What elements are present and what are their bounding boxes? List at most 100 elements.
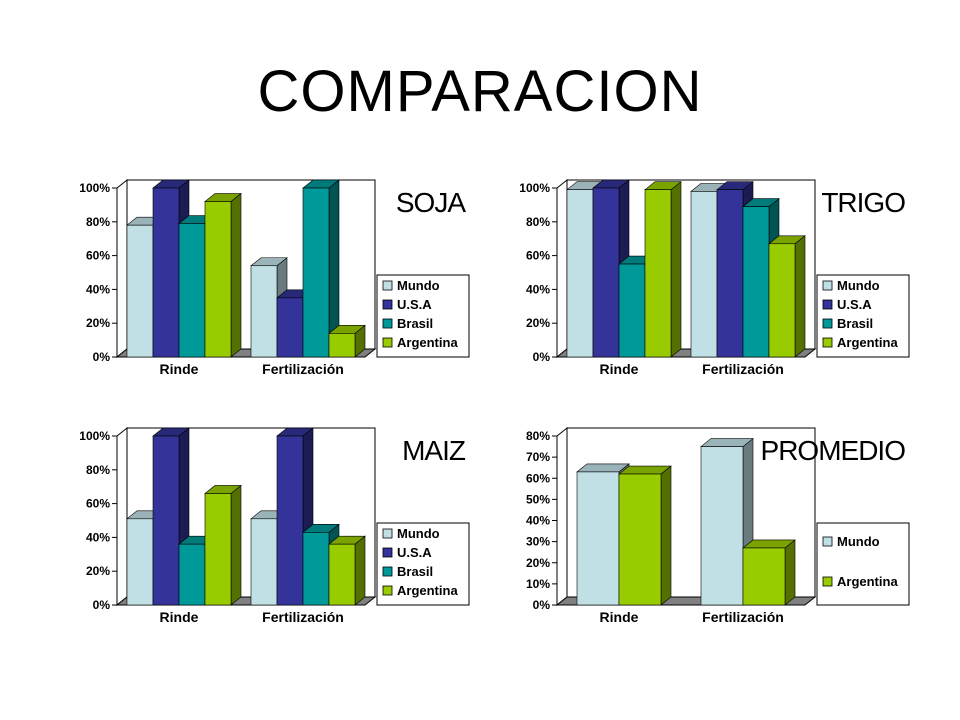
bar-front (178, 543, 206, 606)
y-tick-label: 70% (526, 450, 550, 464)
side-wall (116, 426, 128, 607)
bar-argentina-fertilizacion (742, 539, 796, 606)
y-tick-label: 80% (86, 463, 110, 477)
side-wall (556, 426, 568, 607)
y-tick-label: 80% (526, 215, 550, 229)
bar-front (250, 265, 278, 358)
y-tick-label: 60% (86, 497, 110, 511)
bar-front (716, 189, 744, 358)
legend-label-brasil: Brasil (397, 316, 433, 331)
legend-swatch-brasil (382, 566, 393, 577)
bar-argentina-rinde (204, 192, 242, 358)
side-wall (116, 178, 128, 359)
bar-side (660, 465, 672, 606)
y-tick-label: 60% (526, 249, 550, 263)
legend-swatch-mundo (822, 536, 833, 547)
bar-front (204, 493, 232, 606)
legend-swatch-argentina (822, 337, 833, 348)
y-tick-label: 40% (86, 282, 110, 296)
category-label-rinde: Rinde (160, 361, 199, 377)
bar-front (576, 471, 620, 606)
bar-side (670, 181, 682, 358)
bar-front (618, 263, 646, 358)
legend-label-brasil: Brasil (837, 316, 873, 331)
bar-front (690, 191, 718, 358)
bar-argentina-rinde (204, 484, 242, 606)
chart-title-trigo: TRIGO (821, 187, 905, 218)
bar-front (618, 473, 662, 606)
y-tick-label: 0% (533, 350, 551, 364)
category-label-rinde: Rinde (600, 361, 639, 377)
legend-label-brasil: Brasil (397, 564, 433, 579)
y-tick-label: 40% (526, 514, 550, 528)
y-tick-label: 40% (86, 530, 110, 544)
chart-maiz: 0% 20% 40% 60% 80% 100% Rinde Fertilización MAIZ… (55, 418, 475, 628)
bar-argentina-fertilizacion (768, 235, 806, 358)
legend-swatch-mundo (822, 280, 833, 291)
y-tick-label: 20% (526, 556, 550, 570)
y-tick-label: 80% (86, 215, 110, 229)
bar-front (250, 518, 278, 606)
bar-front (592, 187, 620, 358)
side-wall (556, 178, 568, 359)
slide-title: COMPARACION (257, 59, 703, 124)
y-tick-label: 30% (526, 535, 550, 549)
y-tick-label: 10% (526, 577, 550, 591)
legend-swatch-argentina (382, 585, 393, 596)
bar-front (768, 243, 796, 358)
legend-label-u-s-a: U.S.A (397, 545, 432, 560)
legend-label-argentina: Argentina (837, 574, 898, 589)
y-tick-label: 100% (519, 181, 550, 195)
y-tick-label: 0% (93, 350, 111, 364)
legend-label-mundo: Mundo (837, 534, 880, 549)
bar-front (152, 435, 180, 606)
bar-argentina-rinde (644, 181, 682, 358)
chart-title-maiz: MAIZ (402, 435, 466, 466)
chart-soja: 0% 20% 40% 60% 80% 100% Rinde Fertilización SOJA… (55, 170, 475, 380)
bar-side (794, 235, 806, 358)
bar-front (328, 543, 356, 606)
y-tick-label: 0% (533, 598, 551, 612)
legend-label-u-s-a: U.S.A (397, 297, 432, 312)
chart-svg: 0% 20% 40% 60% 80% 100% Rinde Fertilización MAIZ… (79, 426, 470, 625)
bar-front (178, 223, 206, 358)
y-tick-label: 0% (93, 598, 111, 612)
chart-title-soja: SOJA (396, 187, 466, 218)
legend-label-argentina: Argentina (397, 335, 458, 350)
legend-label-argentina: Argentina (397, 583, 458, 598)
bar-side (230, 484, 242, 606)
legend-swatch-argentina (822, 576, 833, 587)
bar-front (302, 532, 330, 606)
y-tick-label: 20% (86, 564, 110, 578)
chart-title-promedio: PROMEDIO (761, 435, 906, 466)
bar-front (152, 187, 180, 358)
bar-side (354, 535, 366, 606)
legend-swatch-brasil (382, 318, 393, 329)
y-tick-label: 60% (86, 249, 110, 263)
legend-swatch-brasil (822, 318, 833, 329)
bar-front (276, 297, 304, 358)
legend-swatch-argentina (382, 337, 393, 348)
bar-front (644, 189, 672, 358)
chart-svg: 0% 20% 40% 60% 80% 100% Rinde Fertilización TRIG… (519, 178, 910, 377)
y-tick-label: 50% (526, 492, 550, 506)
y-tick-label: 20% (526, 316, 550, 330)
y-tick-label: 100% (79, 429, 110, 443)
bar-side (230, 192, 242, 358)
legend-swatch-mundo (382, 528, 393, 539)
legend-swatch-u-s-a (382, 547, 393, 558)
legend-swatch-u-s-a (382, 299, 393, 310)
bar-brasil-fertilizacion (302, 179, 340, 358)
bar-front (126, 224, 154, 358)
y-tick-label: 60% (526, 471, 550, 485)
bar-side (784, 539, 796, 606)
bar-argentina-fertilizacion (328, 324, 366, 358)
category-label-fertilizacion: Fertilización (702, 609, 784, 625)
chart-trigo: 0% 20% 40% 60% 80% 100% Rinde Fertilización TRIG… (495, 170, 915, 380)
category-label-fertilizacion: Fertilización (262, 361, 344, 377)
bar-front (566, 189, 594, 358)
legend-label-argentina: Argentina (837, 335, 898, 350)
bar-front (328, 333, 356, 358)
y-tick-label: 100% (79, 181, 110, 195)
bar-front (742, 547, 786, 606)
